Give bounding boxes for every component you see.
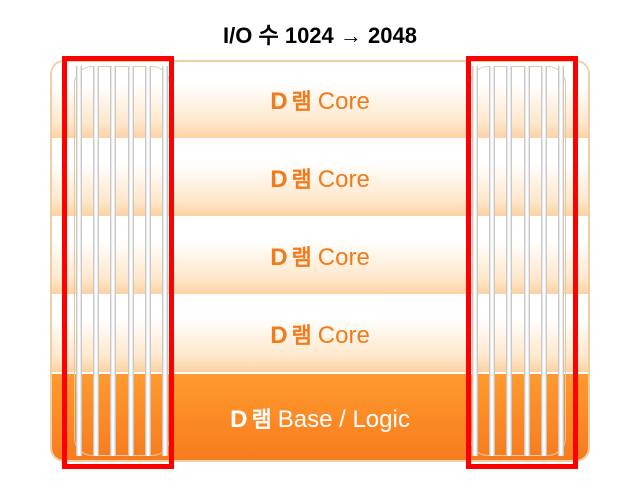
label-suffix: Core [318,244,370,272]
label-ram: 램 [292,318,312,350]
dram-core-label: D램 Core [270,84,370,116]
dram-base-label: D램 Base / Logic [230,402,410,434]
label-suffix: Core [318,88,370,116]
label-d-prefix: D [270,244,287,272]
label-suffix: Core [318,166,370,194]
io-highlight-left [62,56,174,469]
label-ram: 램 [252,402,272,434]
label-d-prefix: D [270,88,287,116]
label-ram: 램 [292,162,312,194]
dram-core-label: D램 Core [270,240,370,272]
diagram-title: I/O 수 1024 → 2048 [0,0,640,62]
dram-core-label: D램 Core [270,318,370,350]
label-ram: 램 [292,84,312,116]
label-d-prefix: D [230,406,247,434]
label-suffix: Core [318,322,370,350]
dram-core-label: D램 Core [270,162,370,194]
label-suffix: Base / Logic [278,406,410,434]
io-highlight-right [466,56,578,469]
label-d-prefix: D [270,322,287,350]
label-d-prefix: D [270,166,287,194]
label-ram: 램 [292,240,312,272]
